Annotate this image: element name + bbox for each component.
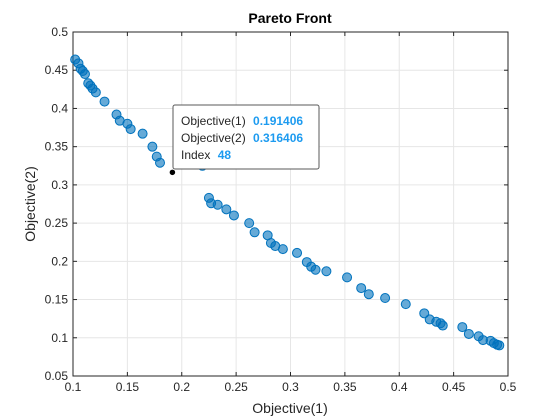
datatip-line-1: Objective(1) 0.191406 [181, 114, 303, 128]
x-tick-labels: 0.1 0.15 0.2 0.25 0.3 0.35 0.4 0.45 0.5 [65, 380, 517, 394]
datatip-x-value: 0.191406 [253, 114, 303, 128]
data-point[interactable] [419, 308, 430, 319]
data-point[interactable] [221, 204, 232, 215]
datatip-marker[interactable] [168, 168, 177, 177]
data-point[interactable] [457, 322, 468, 333]
x-tick-label: 0.35 [333, 380, 357, 394]
data-point[interactable] [321, 266, 332, 277]
x-tick-label: 0.25 [224, 380, 248, 394]
data-point[interactable] [277, 244, 288, 255]
datatip-y-value: 0.316406 [253, 131, 303, 145]
y-tick-label: 0.25 [45, 216, 69, 230]
datatip-index-label: Index [181, 148, 210, 162]
y-tick-label: 0.15 [45, 293, 69, 307]
datatip-box [172, 104, 320, 170]
y-tick-label: 0.4 [51, 101, 68, 115]
y-axis-label: Objective(2) [22, 166, 38, 241]
x-tick-label: 0.2 [173, 380, 190, 394]
data-point[interactable] [212, 199, 223, 210]
y-tick-label: 0.35 [45, 140, 69, 154]
chart-title: Pareto Front [248, 10, 332, 26]
data-point[interactable] [400, 299, 411, 310]
y-tick-label: 0.45 [45, 63, 69, 77]
data-point[interactable] [342, 272, 353, 283]
y-tick-label: 0.2 [51, 254, 68, 268]
data-point[interactable] [380, 293, 391, 304]
data-point[interactable] [249, 227, 260, 238]
data-point[interactable] [99, 96, 110, 107]
y-tick-label: 0.3 [51, 178, 68, 192]
datatip-x-label: Objective(1) [181, 114, 246, 128]
y-tick-label: 0.05 [45, 369, 69, 383]
data-point[interactable] [310, 264, 321, 275]
y-tick-labels: 0.05 0.1 0.15 0.2 0.25 0.3 0.35 0.4 0.45 0.5 [45, 25, 69, 383]
y-tick-label: 0.1 [51, 331, 68, 345]
data-point[interactable] [363, 289, 374, 300]
datatip[interactable]: Objective(1) 0.191406 Objective(2) 0.316… [168, 104, 320, 177]
data-point[interactable] [155, 157, 165, 168]
data-point[interactable] [463, 328, 474, 339]
data-point[interactable] [90, 87, 101, 98]
data-point[interactable] [356, 283, 367, 294]
x-tick-label: 0.3 [282, 380, 299, 394]
data-point[interactable] [147, 141, 158, 152]
x-axis-label: Objective(1) [252, 400, 327, 416]
x-tick-label: 0.5 [500, 380, 517, 394]
data-point[interactable] [125, 124, 136, 135]
datatip-line-2: Objective(2) 0.316406 [181, 131, 303, 145]
x-tick-label: 0.4 [391, 380, 408, 394]
data-point[interactable] [79, 69, 90, 80]
y-tick-label: 0.5 [51, 25, 68, 39]
x-tick-label: 0.1 [65, 380, 82, 394]
x-tick-label: 0.15 [116, 380, 140, 394]
axis-ticks [72, 31, 509, 377]
data-point[interactable] [137, 128, 148, 139]
x-tick-label: 0.45 [442, 380, 466, 394]
data-point[interactable] [437, 320, 448, 331]
data-point[interactable] [244, 218, 255, 229]
data-point[interactable] [292, 247, 303, 258]
data-point[interactable] [494, 340, 505, 351]
datatip-y-label: Objective(2) [181, 131, 246, 145]
datatip-line-3: Index 48 [181, 148, 231, 162]
data-point[interactable] [228, 210, 239, 221]
datatip-index-value: 48 [218, 148, 232, 162]
